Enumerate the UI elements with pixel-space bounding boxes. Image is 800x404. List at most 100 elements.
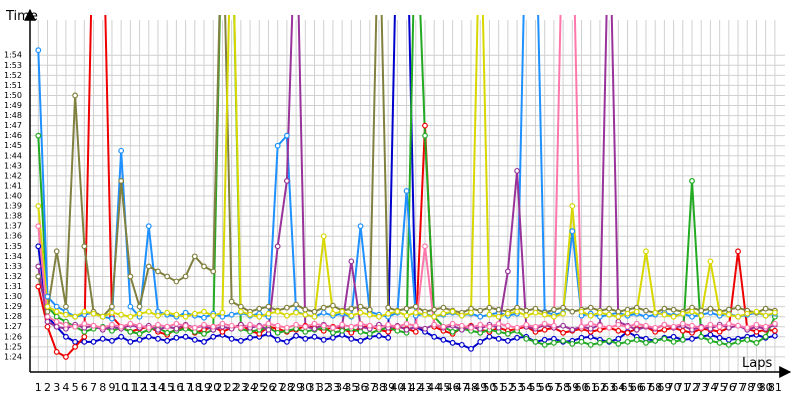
point <box>670 313 677 320</box>
y-tick-label: 1:54 <box>4 51 22 60</box>
point <box>201 308 207 315</box>
point <box>118 333 125 340</box>
x-tick-label: 35 <box>344 381 358 394</box>
series-layer <box>35 15 778 360</box>
point <box>477 338 484 345</box>
x-tick-label: 65 <box>621 381 635 394</box>
point <box>256 305 263 312</box>
x-tick-label: 19 <box>197 381 211 394</box>
point <box>725 341 732 348</box>
point <box>219 309 226 316</box>
point <box>293 301 299 308</box>
x-tick-label: 10 <box>114 381 128 394</box>
x-tick-label: 60 <box>575 381 589 394</box>
point <box>366 311 373 318</box>
x-tick-label: 70 <box>667 381 681 394</box>
point <box>431 306 438 313</box>
point <box>35 273 42 280</box>
point <box>652 309 659 316</box>
point <box>44 318 51 325</box>
x-tick-label: 73 <box>694 381 708 394</box>
point <box>771 320 778 327</box>
point <box>670 338 677 345</box>
point <box>44 308 51 315</box>
point <box>495 320 502 327</box>
point <box>164 309 171 316</box>
point <box>339 308 346 315</box>
point <box>201 263 207 270</box>
point <box>330 324 336 331</box>
point <box>412 309 419 316</box>
x-tick-label: 74 <box>703 381 717 394</box>
point <box>495 306 502 313</box>
x-tick-label: 71 <box>676 381 690 394</box>
point <box>44 313 51 320</box>
point <box>99 313 106 320</box>
point <box>771 309 778 316</box>
point <box>440 323 447 330</box>
y-tick-label: 1:52 <box>4 71 22 80</box>
point <box>81 338 88 345</box>
point <box>670 333 677 340</box>
point <box>514 308 520 315</box>
point <box>191 253 198 260</box>
y-tick-label: 1:27 <box>4 322 22 331</box>
point <box>541 311 548 318</box>
point <box>357 223 364 230</box>
point <box>670 306 677 313</box>
point <box>302 328 309 335</box>
point <box>182 333 189 340</box>
point <box>99 324 106 331</box>
point <box>698 307 705 314</box>
point <box>274 336 281 343</box>
point <box>155 268 161 275</box>
point <box>541 341 548 348</box>
point <box>145 263 152 270</box>
point <box>118 323 125 330</box>
point <box>716 328 723 335</box>
point <box>265 320 272 327</box>
point <box>587 312 594 319</box>
point <box>707 337 714 344</box>
point <box>219 320 226 327</box>
point <box>744 336 751 343</box>
point <box>615 308 622 315</box>
point <box>173 278 180 285</box>
x-tick-label: 80 <box>759 381 773 394</box>
point <box>81 320 88 327</box>
point <box>569 308 576 315</box>
point <box>35 243 42 250</box>
tick-labels: 1:241:251:261:271:281:291:301:311:321:33… <box>4 51 782 394</box>
x-tick-label: 59 <box>565 381 579 394</box>
y-tick-label: 1:46 <box>4 131 22 140</box>
point <box>330 302 336 309</box>
point <box>44 303 51 310</box>
point <box>376 313 382 320</box>
point <box>127 273 134 280</box>
x-tick-label: 61 <box>584 381 598 394</box>
x-tick-label: 53 <box>510 381 524 394</box>
point <box>357 328 364 335</box>
x-tick-label: 20 <box>206 381 220 394</box>
point <box>348 312 355 319</box>
point <box>173 334 180 341</box>
x-tick-label: 57 <box>547 381 561 394</box>
point <box>320 309 327 316</box>
point <box>762 333 769 340</box>
point <box>606 311 613 318</box>
point <box>99 335 106 342</box>
point <box>753 321 760 328</box>
x-tick-label: 23 <box>234 381 248 394</box>
y-tick-label: 1:53 <box>4 61 22 70</box>
point <box>385 310 392 317</box>
x-tick-label: 3 <box>53 381 60 394</box>
point <box>431 333 438 340</box>
x-tick-label: 1 <box>35 381 42 394</box>
x-tick-label: 8 <box>99 381 106 394</box>
point <box>735 322 741 329</box>
x-tick-label: 33 <box>326 381 340 394</box>
point <box>560 310 567 317</box>
point <box>283 132 290 139</box>
point <box>689 335 695 342</box>
point <box>237 324 244 331</box>
